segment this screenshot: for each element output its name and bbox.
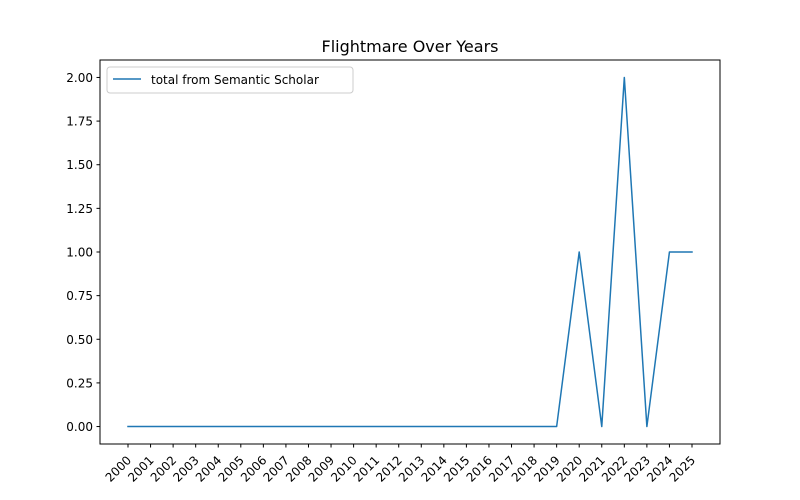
legend: total from Semantic Scholar: [106, 66, 354, 94]
y-tick-label: 1.50: [66, 158, 93, 172]
chart-title: Flightmare Over Years: [322, 37, 499, 56]
y-axis: 0.00 0.25 0.50 0.75 1.00 1.25 1.50 1.75 2.00: [66, 71, 100, 434]
y-tick-label: 0.00: [66, 420, 93, 434]
legend-box: [106, 66, 354, 94]
y-tick-label: 1.00: [66, 246, 93, 260]
plot-frame: [99, 59, 721, 445]
y-tick-label: 1.75: [66, 115, 93, 129]
y-tick-label: 0.75: [66, 289, 93, 303]
y-tick-label: 0.50: [66, 333, 93, 347]
series-line: [127, 76, 693, 428]
legend-label: total from Semantic Scholar: [151, 73, 319, 87]
y-tick-label: 0.25: [66, 376, 93, 390]
plot-area: [100, 60, 720, 444]
y-tick-label: 1.25: [66, 202, 93, 216]
series-layer: [127, 76, 693, 428]
y-tick-label: 2.00: [66, 71, 93, 85]
